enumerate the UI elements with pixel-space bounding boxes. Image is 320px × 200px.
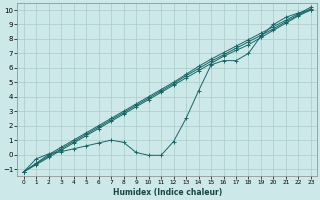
X-axis label: Humidex (Indice chaleur): Humidex (Indice chaleur) (113, 188, 222, 197)
